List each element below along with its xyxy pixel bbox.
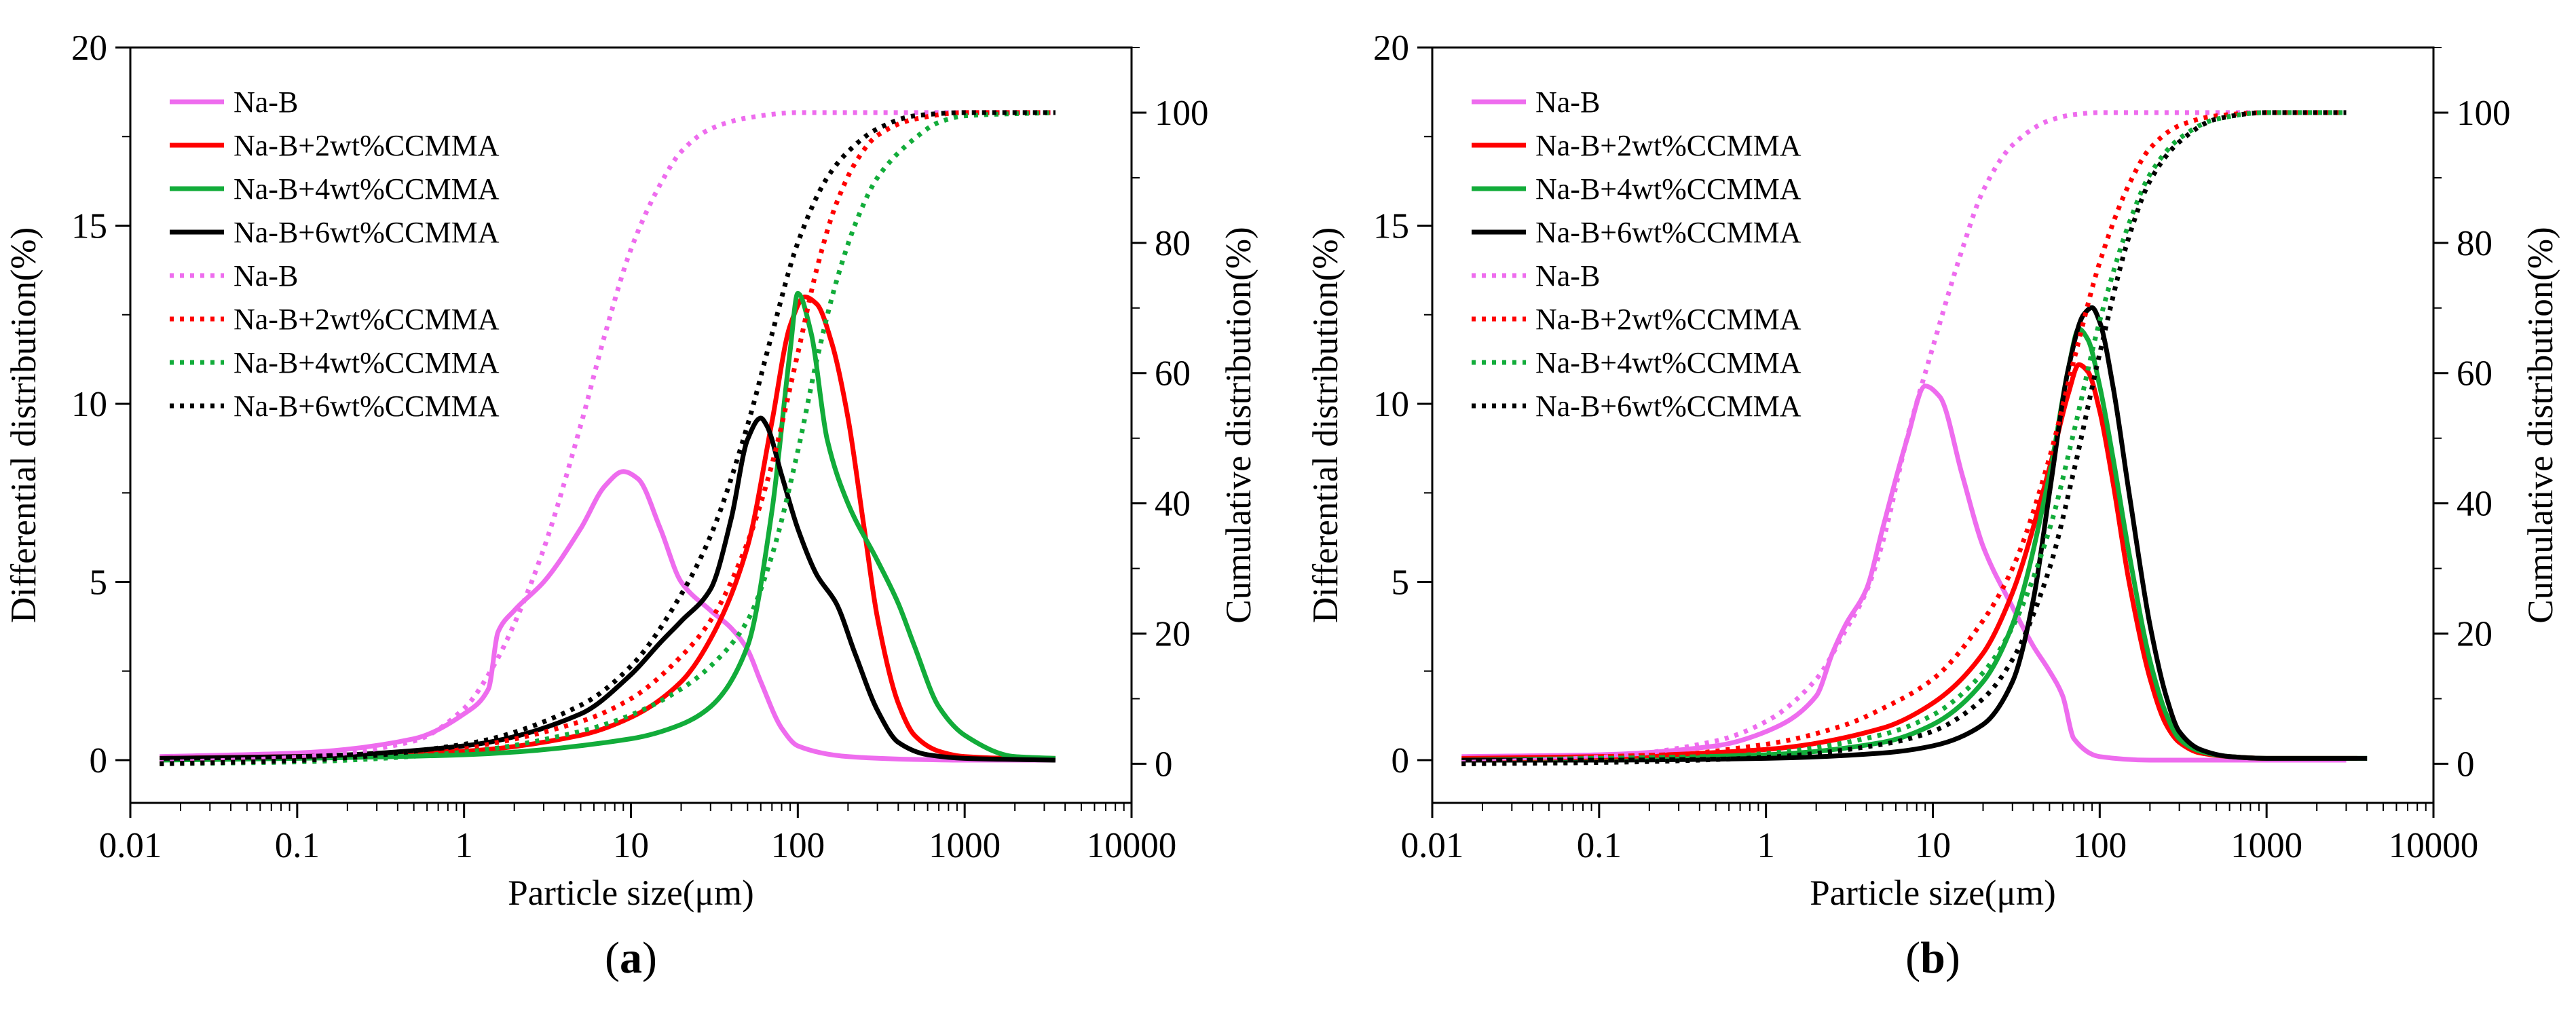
series-line-differential-0 <box>1461 383 2347 763</box>
legend-label: Na-B <box>1535 86 1600 119</box>
x-tick-label: 0.01 <box>99 826 162 865</box>
panel-label: (a) <box>605 933 657 983</box>
panel-label-close: ) <box>1945 933 1960 983</box>
x-tick-label: 100 <box>2073 826 2127 865</box>
series-line-differential-2 <box>160 290 1056 763</box>
legend-label: Na-B <box>234 86 298 119</box>
legend-label: Na-B+6wt%CCMMA <box>234 216 500 249</box>
legend-label: Na-B+2wt%CCMMA <box>234 303 500 336</box>
y2-tick-label: 40 <box>1155 485 1191 524</box>
panel-label-open: ( <box>605 933 620 983</box>
x-axis-title: Particle size(μm) <box>508 873 753 913</box>
y-tick-label: 0 <box>90 741 108 780</box>
legend-label: Na-B+2wt%CCMMA <box>1535 129 1802 162</box>
panel-label-close: ) <box>642 933 657 983</box>
legend-label: Na-B+4wt%CCMMA <box>234 346 500 379</box>
legend-label: Na-B <box>234 259 298 293</box>
x-tick-label: 0.1 <box>1577 826 1622 865</box>
panel-label-letter: a <box>620 933 642 983</box>
y2-tick-label: 60 <box>1155 354 1191 394</box>
x-tick-label: 10 <box>613 826 649 865</box>
y-tick-label: 20 <box>1373 29 1409 68</box>
x-tick-label: 10 <box>1915 826 1951 865</box>
legend-label: Na-B+4wt%CCMMA <box>234 172 500 206</box>
y-axis-title: Differential distribution(%) <box>1306 227 1345 623</box>
legend-label: Na-B <box>1535 259 1600 293</box>
y-tick-label: 20 <box>71 29 107 68</box>
legend-label: Na-B+4wt%CCMMA <box>1535 346 1802 379</box>
legend-label: Na-B+6wt%CCMMA <box>1535 216 1802 249</box>
y-tick-label: 10 <box>1373 385 1409 424</box>
series-line-cumulative-5 <box>1461 110 2347 766</box>
legend-label: Na-B+6wt%CCMMA <box>234 390 500 423</box>
x-tick-label: 1000 <box>2230 826 2302 865</box>
panel-label-open: ( <box>1905 933 1920 983</box>
series-line-differential-3 <box>1461 305 2368 763</box>
y2-tick-label: 100 <box>1155 94 1209 133</box>
series-line-cumulative-4 <box>160 110 1056 765</box>
x-tick-label: 10000 <box>1087 826 1177 865</box>
chart-panel-a: 0.01 0.1 1 10 100 1000 10000 0 5 10 15 20 0 20 40 60 80 1… <box>4 29 1258 913</box>
y-tick-label: 5 <box>90 563 108 603</box>
y-tick-label: 0 <box>1392 741 1410 780</box>
y2-tick-label: 60 <box>2457 354 2493 394</box>
series-line-differential-3 <box>160 415 1056 763</box>
y2-axis-title: Cumulative distribution(%) <box>2521 227 2560 623</box>
legend-label: Na-B+4wt%CCMMA <box>1535 172 1802 206</box>
x-axis-title: Particle size(μm) <box>1810 873 2055 913</box>
series-line-differential-0 <box>160 469 1056 763</box>
x-tick-label: 1000 <box>929 826 1001 865</box>
y-tick-label: 15 <box>71 207 107 246</box>
series-line-cumulative-7 <box>1461 110 2347 766</box>
y-axis-title: Differential distribution(%) <box>4 227 43 623</box>
y2-tick-label: 80 <box>2457 224 2493 263</box>
x-tick-label: 0.1 <box>275 826 320 865</box>
y-tick-label: 10 <box>71 385 107 424</box>
chart-panel-b: 0.01 0.1 1 10 100 1000 10000 0 5 10 15 20 0 20 40 60 80 1… <box>1306 29 2560 913</box>
panel-label-letter: b <box>1920 933 1945 983</box>
x-tick-label: 1 <box>455 826 473 865</box>
y2-axis-title: Cumulative distribution(%) <box>1219 227 1258 623</box>
y2-tick-label: 100 <box>2457 94 2511 133</box>
x-tick-label: 100 <box>771 826 825 865</box>
legend: Na-B Na-B+2wt%CCMMA Na-B+4wt%CCMMA Na-B+6wt… <box>1472 86 1802 423</box>
y2-tick-label: 80 <box>1155 224 1191 263</box>
y2-tick-label: 20 <box>2457 615 2493 654</box>
panel-label: (b) <box>1905 933 1960 983</box>
x-tick-label: 0.01 <box>1401 826 1464 865</box>
x-tick-label: 1 <box>1757 826 1775 865</box>
y-tick-label: 5 <box>1392 563 1410 603</box>
y2-tick-label: 0 <box>2457 745 2475 784</box>
series-line-cumulative-4 <box>1461 110 2347 765</box>
y2-tick-label: 20 <box>1155 615 1191 654</box>
legend-label: Na-B+2wt%CCMMA <box>1535 303 1802 336</box>
y2-tick-label: 40 <box>2457 485 2493 524</box>
legend: Na-B Na-B+2wt%CCMMA Na-B+4wt%CCMMA Na-B+6wt… <box>170 86 500 423</box>
legend-label: Na-B+6wt%CCMMA <box>1535 390 1802 423</box>
series-line-differential-1 <box>1461 362 2357 761</box>
series-line-cumulative-6 <box>1461 110 2347 766</box>
legend-label: Na-B+2wt%CCMMA <box>234 129 500 162</box>
y-tick-label: 15 <box>1373 207 1409 246</box>
x-tick-label: 10000 <box>2389 826 2479 865</box>
y2-tick-label: 0 <box>1155 745 1173 784</box>
